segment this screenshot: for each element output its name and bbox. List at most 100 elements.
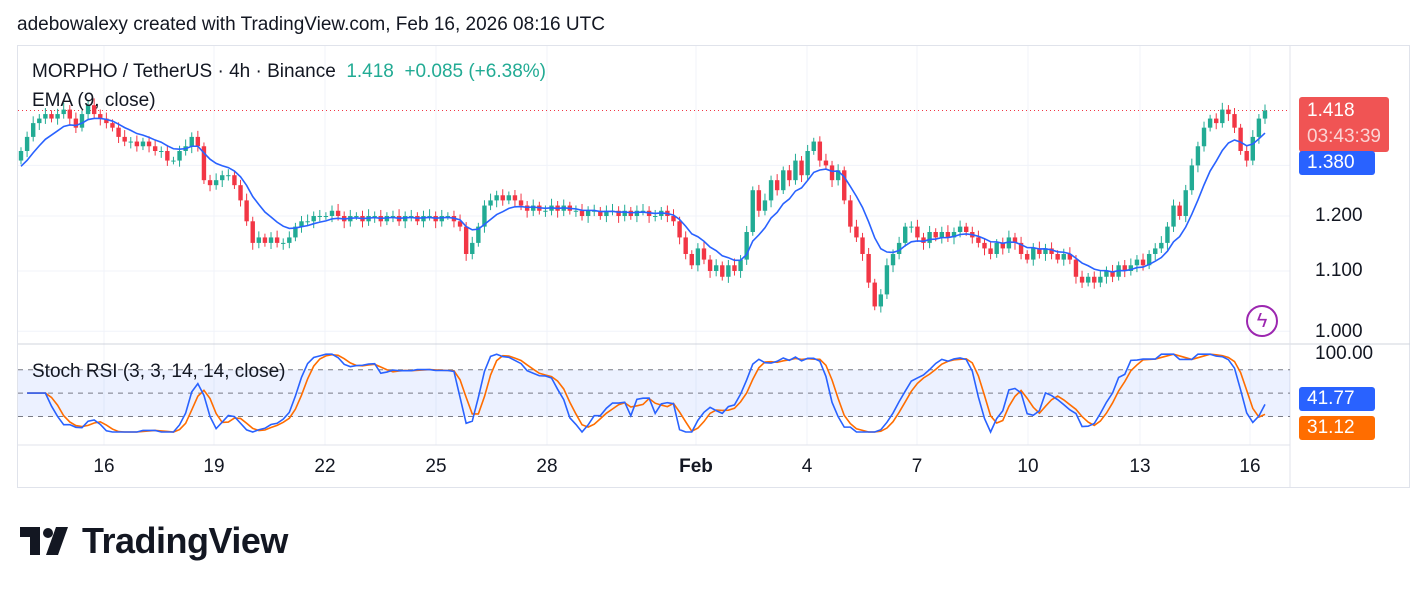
candle-up bbox=[506, 195, 512, 201]
candle-up bbox=[896, 242, 902, 254]
candle-down bbox=[848, 200, 853, 227]
candle-down bbox=[860, 237, 865, 254]
candle-up bbox=[79, 114, 85, 128]
candle-up bbox=[390, 216, 396, 217]
candle-down bbox=[921, 237, 926, 243]
candle-up bbox=[744, 232, 749, 260]
candle-up bbox=[695, 248, 701, 266]
ema-legend[interactable]: EMA (9, close) bbox=[32, 90, 156, 111]
candle-down bbox=[244, 200, 249, 222]
candle-up bbox=[421, 216, 426, 222]
candle-up bbox=[713, 265, 719, 271]
candle-down bbox=[91, 105, 97, 115]
candle-down bbox=[262, 237, 268, 243]
candle-up bbox=[494, 195, 499, 201]
candle-up bbox=[903, 226, 908, 243]
candle-up bbox=[220, 175, 225, 181]
credit-text: adebowalexy created with TradingView.com… bbox=[17, 14, 605, 35]
candle-up bbox=[909, 226, 914, 228]
stoch-rsi-legend[interactable]: Stoch RSI (3, 3, 14, 14, close) bbox=[32, 361, 286, 382]
candle-down bbox=[1244, 150, 1249, 161]
candle-up bbox=[768, 180, 774, 201]
x-tick: 16 bbox=[1239, 456, 1261, 477]
candle-up bbox=[1061, 253, 1066, 260]
candle-down bbox=[579, 210, 585, 216]
candle-up bbox=[482, 205, 487, 227]
candle-down bbox=[1055, 253, 1060, 260]
logo-text: TradingView bbox=[82, 520, 288, 561]
x-tick: Feb bbox=[679, 456, 713, 477]
candle-down bbox=[756, 190, 762, 211]
candle-down bbox=[207, 180, 213, 186]
candle-up bbox=[226, 175, 231, 177]
candle-up bbox=[43, 114, 48, 119]
candle-down bbox=[274, 237, 280, 243]
candle-up bbox=[1006, 237, 1012, 249]
candle-up bbox=[1134, 259, 1140, 266]
candle-up bbox=[18, 150, 24, 161]
candle-down bbox=[232, 175, 237, 186]
last-price: 1.418 bbox=[346, 61, 394, 82]
chart-frame[interactable] bbox=[17, 45, 1410, 488]
candle-up bbox=[1262, 110, 1268, 119]
candle-up bbox=[927, 232, 932, 243]
candle-up bbox=[61, 109, 66, 115]
candle-down bbox=[854, 226, 859, 238]
candle-up bbox=[750, 190, 755, 233]
candle-down bbox=[976, 237, 981, 243]
stoch-d-line bbox=[27, 353, 1266, 433]
candle-up bbox=[1189, 165, 1195, 191]
candle-up bbox=[573, 210, 579, 212]
candle-down bbox=[671, 216, 676, 222]
candle-up bbox=[1146, 253, 1152, 266]
x-tick: 19 bbox=[203, 456, 225, 477]
candle-up bbox=[427, 216, 432, 217]
candle-down bbox=[1012, 237, 1018, 243]
candle-down bbox=[1073, 259, 1079, 277]
candle-up bbox=[281, 242, 286, 244]
candle-up bbox=[439, 216, 444, 222]
x-tick: 10 bbox=[1017, 456, 1039, 477]
candle-up bbox=[311, 216, 316, 222]
tradingview-logo[interactable]: TradingView bbox=[20, 520, 288, 562]
candle-down bbox=[122, 136, 127, 142]
candle-up bbox=[1098, 276, 1103, 283]
candle-up bbox=[329, 210, 335, 216]
candle-down bbox=[1000, 242, 1005, 249]
candle-down bbox=[982, 242, 987, 249]
candle-up bbox=[140, 141, 146, 147]
candle-up bbox=[488, 200, 493, 206]
candle-up bbox=[354, 216, 359, 217]
candle-up bbox=[317, 216, 323, 217]
candle-up bbox=[1220, 109, 1225, 124]
candle-down bbox=[1092, 276, 1097, 283]
lightning-icon[interactable]: ϟ bbox=[1246, 305, 1278, 337]
candle-up bbox=[531, 205, 536, 211]
candle-down bbox=[701, 248, 707, 260]
candle-down bbox=[335, 210, 341, 216]
candle-up bbox=[939, 232, 945, 238]
candle-up bbox=[1159, 242, 1164, 249]
candle-up bbox=[835, 170, 841, 181]
tradingview-logo-icon bbox=[20, 527, 68, 555]
y-tick: 1.200 bbox=[1315, 205, 1363, 226]
candle-up bbox=[585, 210, 591, 216]
candle-down bbox=[104, 118, 109, 124]
symbol-legend: MORPHO / TetherUS · 4h · Binance 1.418 +… bbox=[32, 61, 546, 83]
candle-up bbox=[884, 265, 890, 295]
candle-up bbox=[287, 237, 292, 243]
candle-down bbox=[49, 114, 54, 119]
candle-down bbox=[134, 141, 140, 147]
stoch-tick: 100.00 bbox=[1315, 343, 1374, 364]
candle-down bbox=[677, 221, 682, 238]
candle-up bbox=[726, 265, 731, 277]
x-tick: 7 bbox=[911, 456, 923, 477]
candle-down bbox=[598, 210, 603, 216]
x-tick: 4 bbox=[801, 456, 813, 477]
candle-down bbox=[98, 114, 103, 119]
candle-up bbox=[476, 226, 481, 243]
candle-down bbox=[67, 109, 72, 119]
candle-down bbox=[872, 282, 877, 307]
candle-up bbox=[1031, 248, 1036, 260]
